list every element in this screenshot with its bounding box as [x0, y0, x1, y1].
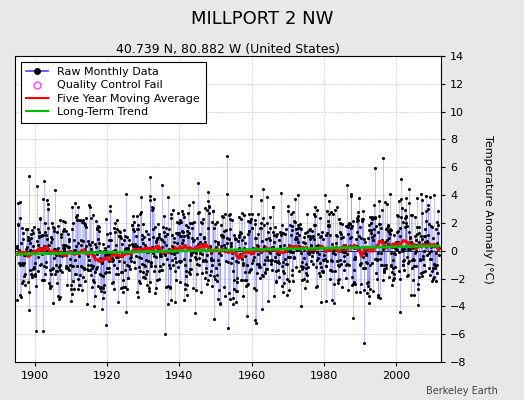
Legend: Raw Monthly Data, Quality Control Fail, Five Year Moving Average, Long-Term Tren: Raw Monthly Data, Quality Control Fail, …: [20, 62, 205, 123]
Y-axis label: Temperature Anomaly (°C): Temperature Anomaly (°C): [483, 135, 493, 283]
Text: Berkeley Earth: Berkeley Earth: [426, 386, 498, 396]
Text: MILLPORT 2 NW: MILLPORT 2 NW: [191, 10, 333, 28]
Title: 40.739 N, 80.882 W (United States): 40.739 N, 80.882 W (United States): [116, 43, 340, 56]
